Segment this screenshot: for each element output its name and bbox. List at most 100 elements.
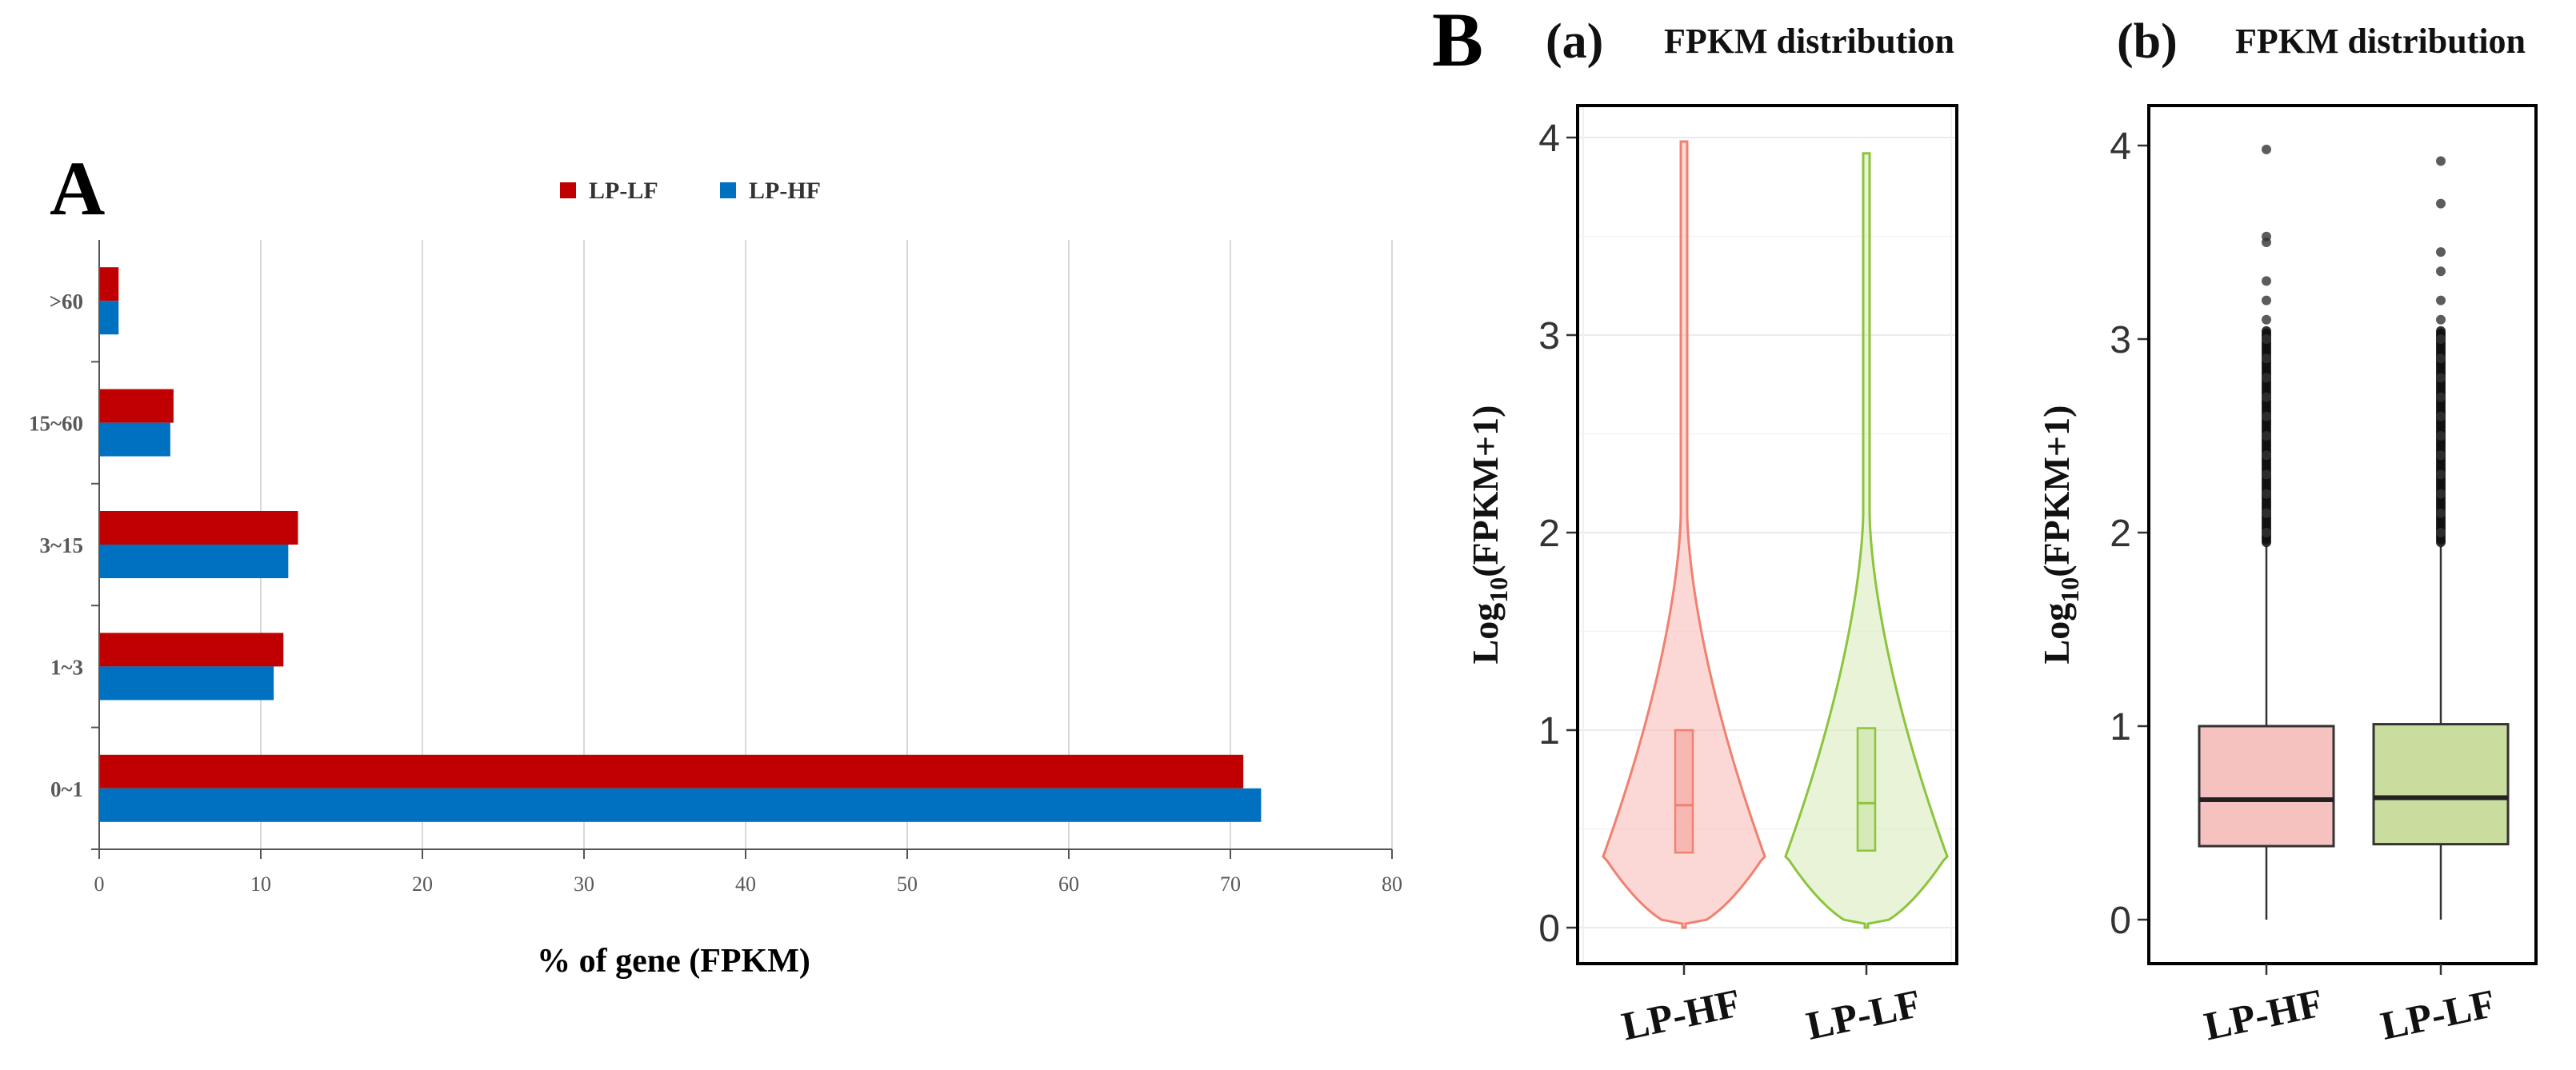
chart-a-bar-lp-hf (99, 301, 119, 335)
box-outlier-dense (2436, 325, 2446, 336)
y-axis-label-sub: 10 (2055, 577, 2084, 603)
chart-a: 0 10 20 30 40 50 60 70 80 0~1 1~3 3~15 15~60 >60 LP-L… (29, 178, 1402, 980)
box-outlier (2436, 392, 2446, 402)
x-tick-label: LP-HF (1618, 980, 1744, 1048)
y-axis-label-rest: (FPKM+1) (1465, 405, 1506, 577)
chart-a-x-tick-label: 50 (897, 872, 918, 896)
chart-a-x-axis-label: % of gene (FPKM) (537, 943, 810, 980)
y-axis-label-rest: (FPKM+1) (2036, 405, 2077, 577)
chart-b-b-frame (2147, 104, 2538, 965)
box-outlier (2262, 334, 2271, 344)
chart-a-x-tick-label: 0 (94, 872, 105, 896)
panel-sublabel: (b) (2117, 14, 2178, 69)
violin-lp-hf (1602, 140, 1766, 929)
y-tick-label: 0 (1538, 908, 1560, 950)
x-tick-label: LP-LF (2377, 980, 2499, 1048)
box-outlier (2262, 231, 2271, 242)
violin-inner-box-lp-lf (1856, 727, 1877, 852)
box-outlier (2436, 198, 2446, 209)
chart-a-category-label: 15~60 (29, 412, 83, 436)
y-axis-label: Log10(FPKM+1) (1465, 405, 1513, 665)
y-tick-label: 1 (1538, 710, 1560, 753)
box-outlier (2436, 353, 2446, 364)
box-outlier (2262, 431, 2271, 441)
chart-a-bars (99, 267, 1262, 822)
chart-b-a: 0 1 2 3 4 Log10(FPKM+1) (a) FPKM distribution LP… (1465, 14, 1958, 1048)
box-outlier (2436, 508, 2446, 518)
chart-a-bar-lp-hf (99, 666, 274, 701)
chart-a-bar-lp-hf (99, 422, 170, 457)
chart-a-legend-swatch (720, 182, 736, 198)
box-outlier (2262, 295, 2271, 305)
box-lp-hf (2198, 725, 2335, 848)
chart-a-x-tick-label: 20 (412, 872, 433, 896)
box-outlier (2262, 450, 2271, 461)
chart-a-bar-lp-lf (99, 633, 284, 667)
box-outlier (2436, 334, 2446, 344)
box-outlier (2262, 373, 2271, 383)
box-outlier (2436, 247, 2446, 258)
box-outlier (2262, 508, 2271, 518)
chart-a-legend-swatch (560, 182, 576, 198)
chart-a-bar-lp-lf (99, 754, 1244, 789)
chart-a-category-label: 0~1 (50, 777, 83, 801)
box-outlier-dense (2262, 325, 2271, 336)
x-tick-label: LP-LF (1802, 980, 1925, 1048)
chart-a-bar-lp-lf (99, 267, 119, 301)
box-outlier (2262, 392, 2271, 402)
chart-a-legend: LP-LF LP-HF (560, 178, 821, 204)
panel-sublabel: (a) (1546, 14, 1603, 69)
chart-b-a-frame (1576, 104, 1958, 965)
y-tick-label: 3 (1538, 315, 1560, 357)
y-tick-label: 3 (2110, 319, 2131, 361)
panel-letter-a: A (50, 146, 105, 231)
box-outlier (2262, 489, 2271, 499)
box-outlier (2262, 469, 2271, 480)
chart-a-x-tick-label: 60 (1058, 872, 1079, 896)
violin-lp-lf (1784, 152, 1949, 929)
box-outlier (2436, 266, 2446, 277)
box-outlier (2262, 411, 2271, 421)
chart-title: FPKM distribution (1664, 22, 1954, 61)
box-outlier (2436, 450, 2446, 461)
box-outlier (2436, 314, 2446, 325)
box-outlier (2262, 353, 2271, 364)
box-outlier (2436, 528, 2446, 537)
y-tick-label: 4 (2110, 126, 2131, 168)
panel-letter-b: B (1432, 0, 1483, 82)
violin-inner-box-lp-hf (1674, 729, 1694, 854)
y-axis-label-sub: 10 (1484, 577, 1513, 603)
box-outlier (2436, 373, 2446, 383)
chart-a-category-label: 1~3 (50, 655, 83, 679)
chart-a-bar-lp-hf (99, 545, 289, 578)
y-tick-label: 1 (2110, 706, 2131, 749)
chart-a-x-tick-label: 70 (1220, 872, 1241, 896)
chart-a-category-label: 3~15 (39, 533, 83, 557)
y-tick-label: 2 (1538, 513, 1560, 555)
chart-title: FPKM distribution (2235, 22, 2526, 61)
box-outlier (2436, 295, 2446, 305)
box-outlier (2436, 156, 2446, 166)
y-tick-label: 0 (2110, 900, 2131, 942)
box-outlier (2262, 276, 2271, 286)
y-tick-label: 4 (1538, 118, 1560, 160)
chart-a-category-label: >60 (50, 289, 83, 313)
chart-a-x-tick-label: 40 (735, 872, 756, 896)
chart-a-x-tick-label: 10 (250, 872, 271, 896)
box-outlier (2436, 431, 2446, 441)
chart-a-x-tick-label: 30 (574, 872, 594, 896)
x-tick-label: LP-HF (2200, 980, 2326, 1048)
chart-b-b: 0 1 2 3 4 Log10(FPKM+1) (b) FPKM distribution LP… (2036, 14, 2538, 1048)
box-outlier (2436, 411, 2446, 421)
chart-a-x-tick-label: 80 (1382, 872, 1402, 896)
box-outlier (2436, 469, 2446, 480)
chart-a-legend-label: LP-LF (589, 178, 658, 204)
y-tick-label: 2 (2110, 513, 2131, 555)
box-outlier (2436, 489, 2446, 499)
box-outlier (2262, 314, 2271, 325)
chart-a-axes: 0 10 20 30 40 50 60 70 80 0~1 1~3 3~15 15~60 >60 (29, 240, 1402, 896)
y-axis-label: Log10(FPKM+1) (2036, 405, 2084, 665)
y-axis-label-main: Log (2036, 603, 2077, 665)
y-axis-label-main: Log (1465, 603, 1506, 665)
